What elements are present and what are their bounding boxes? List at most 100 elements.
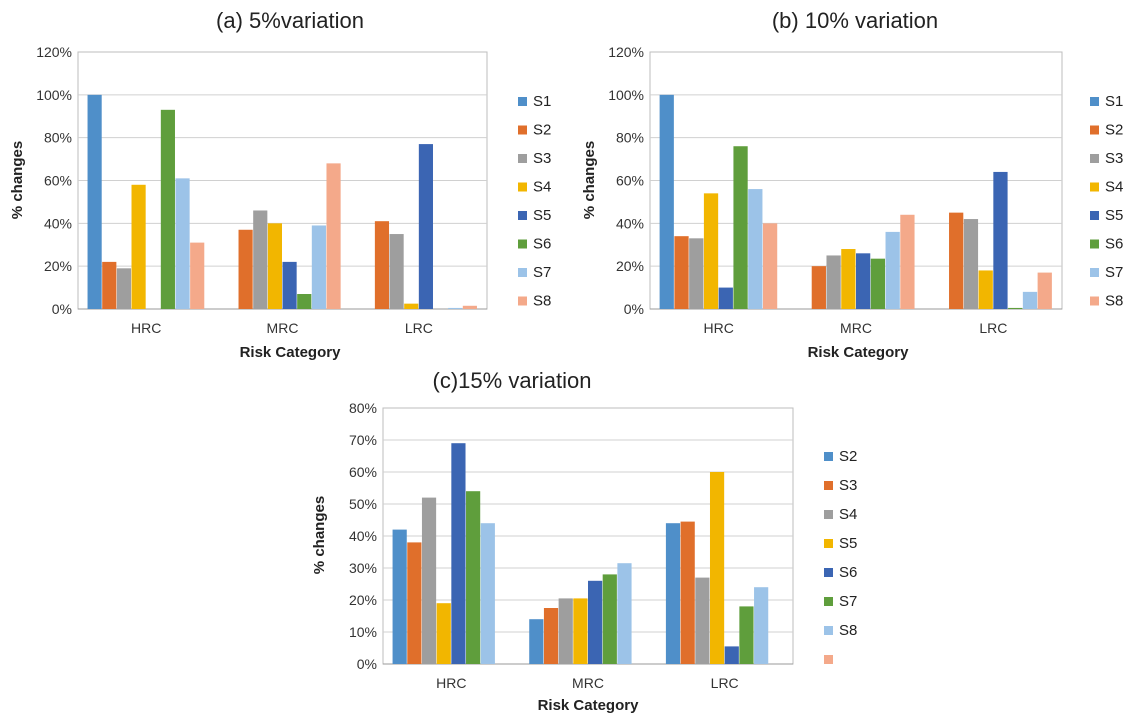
y-tick-label: 100%: [608, 87, 644, 103]
bar-s5-lrc: [993, 171, 1008, 309]
x-tick-label: LRC: [711, 675, 739, 691]
legend-swatch: [1090, 239, 1099, 249]
legend-swatch: [824, 568, 833, 577]
bar-s3-lrc: [680, 521, 695, 664]
legend-swatch: [824, 452, 833, 461]
bar-s4-lrc: [695, 577, 710, 664]
y-axis-title: % changes: [581, 141, 598, 219]
y-tick-label: 100%: [36, 87, 72, 103]
legend-swatch: [518, 239, 527, 249]
bar-s5-lrc: [418, 144, 433, 309]
x-tick-label: MRC: [267, 320, 299, 336]
bar-s4-lrc: [404, 303, 419, 309]
x-axis-title: Risk Category: [240, 344, 342, 361]
bar-s7-hrc: [466, 491, 481, 664]
legend-label: S3: [533, 150, 551, 167]
bar-s2-lrc: [949, 212, 964, 310]
bar-s8-lrc: [462, 305, 477, 309]
x-tick-label: HRC: [131, 320, 161, 336]
y-tick-label: 0%: [52, 301, 72, 317]
legend-swatch: [824, 481, 833, 490]
legend-label: S7: [839, 593, 857, 610]
legend: S1 S2 S3 S4 S5 S6 S7 S8: [1090, 93, 1123, 310]
y-tick-label: 20%: [349, 592, 377, 608]
bar-s6-mrc: [870, 258, 886, 309]
y-tick-label: 40%: [44, 215, 72, 231]
bar-s4-hrc: [703, 193, 719, 309]
bar-s7-hrc: [748, 189, 763, 309]
legend: S1 S2 S3 S4 S5 S6 S7 S8: [518, 93, 551, 310]
bar-s3-lrc: [389, 234, 404, 309]
bar-s6-hrc: [160, 109, 175, 309]
bar-s3-mrc: [826, 255, 841, 309]
bar-s8-hrc: [480, 523, 495, 664]
y-tick-label: 20%: [616, 258, 644, 274]
legend-label: S8: [533, 293, 551, 310]
legend-swatch: [1090, 296, 1099, 306]
legend-swatch: [824, 539, 833, 548]
x-axis-title: Risk Category: [538, 697, 640, 714]
bar-s3-mrc: [253, 210, 268, 309]
legend-swatch: [1090, 268, 1099, 277]
legend-label: S1: [1105, 93, 1123, 110]
bar-s3-lrc: [963, 219, 979, 309]
bar-s6-mrc: [588, 580, 603, 664]
legend-label: S1: [533, 93, 551, 110]
bar-s8-hrc: [762, 223, 778, 309]
bar-s7-lrc: [739, 606, 754, 664]
bar-s5-mrc: [856, 253, 871, 309]
y-tick-label: 60%: [44, 173, 72, 189]
legend-swatch: [824, 626, 833, 635]
legend-label: S6: [533, 236, 551, 253]
y-tick-label: 60%: [349, 464, 377, 480]
bar-s4-lrc: [978, 270, 993, 309]
y-tick-label: 40%: [616, 215, 644, 231]
legend-swatch: [518, 154, 527, 163]
bar-s8-mrc: [326, 163, 341, 309]
bar-s2-mrc: [529, 619, 544, 664]
y-tick-label: 10%: [349, 624, 377, 640]
x-tick-label: MRC: [572, 675, 604, 691]
y-tick-label: 60%: [616, 173, 644, 189]
legend-swatch: [1090, 211, 1099, 220]
y-tick-label: 0%: [357, 656, 377, 672]
x-tick-label: HRC: [703, 320, 733, 336]
legend-swatch: [824, 510, 833, 519]
legend-swatch: [518, 125, 527, 135]
chart-b: (b) 10% variation 0% 20% 40% 60% 80% 100% 120% H…: [581, 8, 1123, 361]
legend-label: S2: [839, 448, 857, 465]
bar-s7-lrc: [1022, 291, 1038, 309]
legend-swatch: [1090, 154, 1099, 163]
bar-s8-lrc: [754, 587, 769, 664]
bar-s4-hrc: [421, 497, 437, 664]
chart-c: (c)15% variation 0% 10% 20% 30% 40% 50% 60% 70% 8…: [311, 368, 857, 714]
bar-s5-mrc: [282, 261, 297, 309]
legend-swatch: [518, 97, 527, 106]
bar-s1-hrc: [87, 94, 102, 309]
bar-s4-mrc: [558, 598, 573, 664]
bar-s5-mrc: [573, 598, 588, 664]
y-axis-title: % changes: [311, 496, 328, 574]
legend-label: S5: [533, 207, 551, 224]
legend-swatch: [518, 182, 527, 192]
bar-s2-hrc: [102, 261, 117, 309]
bar-s3-hrc: [116, 268, 132, 309]
legend-swatch: [1090, 97, 1099, 106]
legend-label: S6: [1105, 236, 1123, 253]
bar-s6-hrc: [733, 146, 748, 309]
bar-s7-mrc: [885, 231, 900, 309]
legend-swatch: [518, 296, 527, 306]
y-axis-title: % changes: [9, 141, 26, 219]
y-tick-label: 50%: [349, 496, 377, 512]
chart-title: (a) 5%variation: [216, 8, 364, 33]
chart-a: (a) 5%variation 0% 20% 40% 60% 80% 100% 120% HRC…: [9, 8, 551, 361]
legend-swatch: [1090, 182, 1099, 192]
legend-label: S6: [839, 564, 857, 581]
chart-title: (c)15% variation: [433, 368, 592, 393]
legend-label: S5: [839, 535, 857, 552]
legend-label: S8: [1105, 293, 1123, 310]
bar-s2-hrc: [392, 529, 407, 664]
x-tick-label: LRC: [405, 320, 433, 336]
legend-label: S4: [839, 506, 857, 523]
